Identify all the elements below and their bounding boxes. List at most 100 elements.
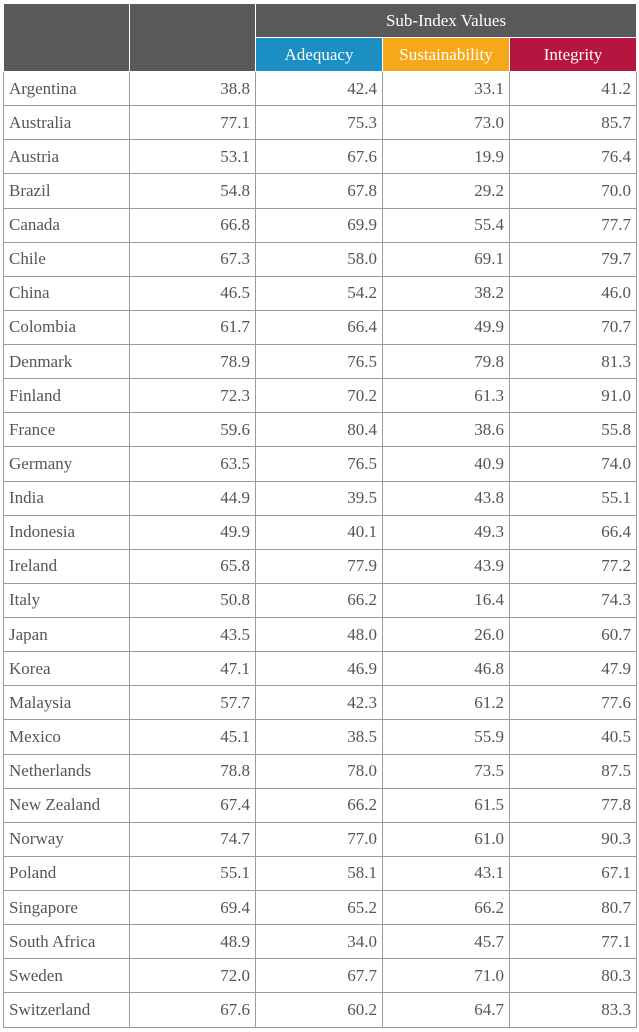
value-cell: 77.7	[508, 207, 638, 243]
country-cell: India	[3, 480, 130, 516]
table-row: China 46.5 54.2 38.2 46.0	[3, 275, 638, 311]
value-cell: 74.7	[129, 821, 256, 857]
table-row: Indonesia 49.9 40.1 49.3 66.4	[3, 514, 638, 550]
value-cell: 61.7	[129, 309, 256, 346]
value-cell: 40.5	[508, 719, 638, 755]
table-row: Brazil 54.8 67.8 29.2 70.0	[3, 173, 638, 209]
table-row: Chile 67.3 58.0 69.1 79.7	[3, 241, 638, 277]
value-cell: 61.3	[382, 378, 510, 414]
country-cell: Switzerland	[3, 992, 130, 1028]
country-cell: China	[3, 275, 130, 311]
value-cell: 78.9	[129, 343, 256, 380]
value-cell: 60.2	[255, 992, 383, 1028]
value-cell: 47.1	[129, 651, 256, 687]
country-cell: Germany	[3, 446, 130, 482]
value-cell: 43.9	[382, 548, 510, 584]
country-cell: Norway	[3, 821, 130, 857]
country-cell: Mexico	[3, 719, 130, 755]
value-cell: 47.9	[508, 651, 638, 687]
country-cell: Argentina	[3, 70, 130, 107]
value-cell: 40.1	[255, 514, 383, 550]
value-cell: 64.7	[382, 992, 510, 1028]
value-cell: 77.1	[508, 924, 638, 960]
value-cell: 67.6	[255, 139, 383, 175]
value-cell: 46.5	[129, 275, 256, 311]
country-cell: Canada	[3, 207, 130, 243]
value-cell: 69.9	[255, 207, 383, 243]
value-cell: 76.4	[508, 139, 638, 175]
value-cell: 39.5	[255, 480, 383, 516]
value-cell: 77.9	[255, 548, 383, 584]
value-cell: 77.2	[508, 548, 638, 584]
table-row: Singapore 69.4 65.2 66.2 80.7	[3, 889, 638, 926]
value-cell: 58.0	[255, 241, 383, 277]
value-cell: 66.8	[129, 207, 256, 243]
value-cell: 46.8	[382, 651, 510, 687]
value-cell: 81.3	[508, 343, 638, 380]
country-cell: Malaysia	[3, 685, 130, 721]
value-cell: 16.4	[382, 582, 510, 619]
value-cell: 38.6	[382, 412, 510, 448]
value-cell: 54.8	[129, 173, 256, 209]
value-cell: 55.1	[508, 480, 638, 516]
table-row: France 59.6 80.4 38.6 55.8	[3, 412, 638, 448]
header-cell	[3, 3, 130, 72]
value-cell: 80.4	[255, 412, 383, 448]
country-cell: Indonesia	[3, 514, 130, 550]
value-cell: 44.9	[129, 480, 256, 516]
value-cell: 66.2	[382, 889, 510, 926]
country-cell: Colombia	[3, 309, 130, 346]
table-row: Norway 74.7 77.0 61.0 90.3	[3, 821, 638, 857]
value-cell: 70.7	[508, 309, 638, 346]
value-cell: 73.5	[382, 753, 510, 789]
value-cell: 63.5	[129, 446, 256, 482]
value-cell: 38.8	[129, 70, 256, 107]
value-cell: 65.2	[255, 889, 383, 926]
value-cell: 48.0	[255, 616, 383, 653]
value-cell: 75.3	[255, 105, 383, 141]
value-cell: 72.0	[129, 958, 256, 994]
column-header: Adequacy	[255, 37, 383, 72]
value-cell: 61.0	[382, 821, 510, 857]
value-cell: 67.3	[129, 241, 256, 277]
value-cell: 69.4	[129, 889, 256, 926]
country-cell: Japan	[3, 616, 130, 653]
table-row: Switzerland 67.6 60.2 64.7 83.3	[3, 992, 638, 1028]
value-cell: 46.9	[255, 651, 383, 687]
value-cell: 77.8	[508, 787, 638, 823]
table-row: Italy 50.8 66.2 16.4 74.3	[3, 582, 638, 619]
value-cell: 79.7	[508, 241, 638, 277]
value-cell: 53.1	[129, 139, 256, 175]
value-cell: 41.2	[508, 70, 638, 107]
value-cell: 91.0	[508, 378, 638, 414]
country-cell: Netherlands	[3, 753, 130, 789]
value-cell: 55.9	[382, 719, 510, 755]
table-row: Mexico 45.1 38.5 55.9 40.5	[3, 719, 638, 755]
table-row: Argentina 38.8 42.4 33.1 41.2	[3, 70, 638, 107]
value-cell: 74.3	[508, 582, 638, 619]
value-cell: 70.2	[255, 378, 383, 414]
value-cell: 80.3	[508, 958, 638, 994]
country-cell: Italy	[3, 582, 130, 619]
table-body: Argentina 38.8 42.4 33.1 41.2 Australia 77.1 75…	[3, 70, 638, 1028]
value-cell: 46.0	[508, 275, 638, 311]
country-cell: Denmark	[3, 343, 130, 380]
table-row: India 44.9 39.5 43.8 55.1	[3, 480, 638, 516]
group-header: Sub-Index Values	[254, 3, 638, 38]
value-cell: 45.7	[382, 924, 510, 960]
value-cell: 49.9	[382, 309, 510, 346]
value-cell: 85.7	[508, 105, 638, 141]
table-row: Austria 53.1 67.6 19.9 76.4	[3, 139, 638, 175]
value-cell: 43.5	[129, 616, 256, 653]
value-cell: 54.2	[255, 275, 383, 311]
country-cell: Sweden	[3, 958, 130, 994]
country-cell: Poland	[3, 855, 130, 892]
value-cell: 33.1	[382, 70, 510, 107]
value-cell: 79.8	[382, 343, 510, 380]
value-cell: 43.1	[382, 855, 510, 892]
table-row: Ireland 65.8 77.9 43.9 77.2	[3, 548, 638, 584]
table-header: Sub-Index Values Adequacy Sustainability I…	[3, 3, 638, 72]
table-row: South Africa 48.9 34.0 45.7 77.1	[3, 924, 638, 960]
value-cell: 67.4	[129, 787, 256, 823]
